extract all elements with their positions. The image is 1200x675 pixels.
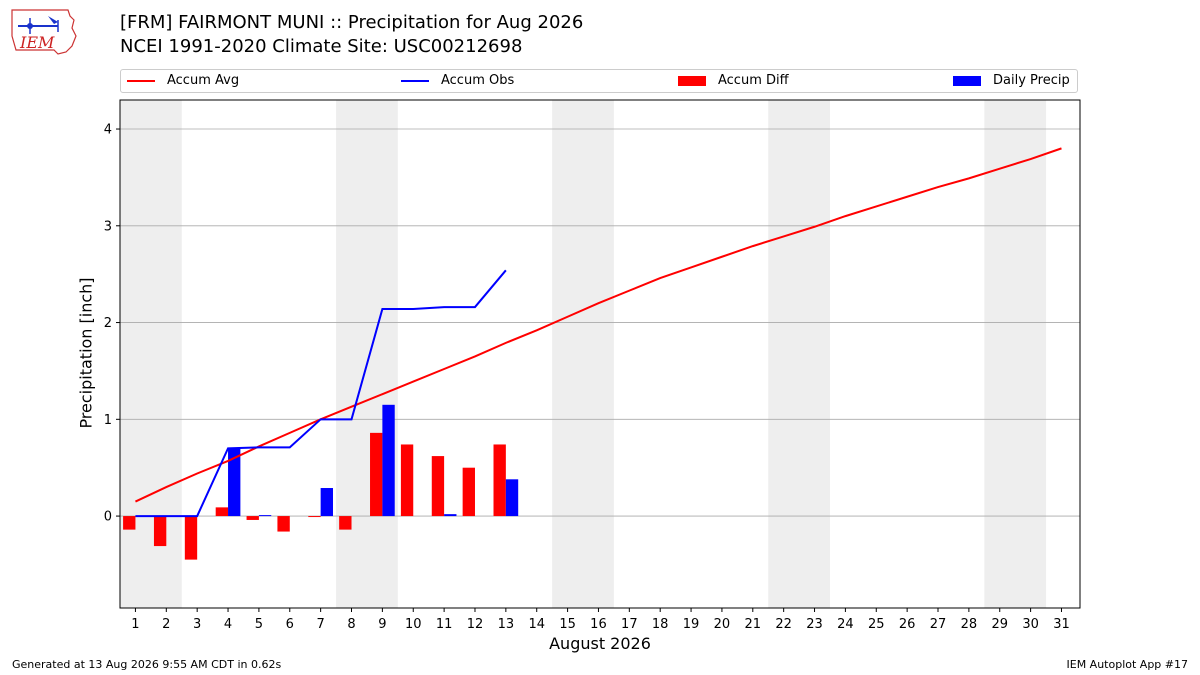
legend-swatch-accum-diff (678, 75, 706, 86)
x-tick-label: 18 (652, 617, 669, 632)
accum-obs-line (135, 269, 507, 518)
legend-item-accum-diff: Accum Diff (678, 73, 789, 88)
accum-diff-bar (184, 516, 198, 560)
x-tick-label: 6 (286, 617, 294, 632)
legend-swatch-accum-avg (127, 79, 155, 82)
footer-generated-text: Generated at 13 Aug 2026 9:55 AM CDT in … (12, 658, 282, 671)
legend-label-accum-obs: Accum Obs (441, 73, 515, 88)
x-tick-label: 30 (1022, 617, 1039, 632)
x-tick-label: 5 (255, 617, 263, 632)
legend-swatch-accum-obs (401, 79, 429, 82)
y-tick-label: 3 (104, 219, 112, 234)
legend-item-accum-avg: Accum Avg (127, 73, 239, 88)
x-tick-label: 20 (714, 617, 731, 632)
x-tick-label: 12 (467, 617, 484, 632)
x-tick-label: 27 (930, 617, 947, 632)
legend-label-accum-avg: Accum Avg (167, 73, 240, 88)
accum-diff-bar (339, 516, 352, 530)
x-tick-label: 9 (378, 617, 386, 632)
accum-diff-bar (462, 467, 475, 517)
x-tick-label: 3 (193, 617, 201, 632)
y-tick-label: 4 (104, 123, 112, 138)
daily-precip-bar (444, 514, 457, 517)
y-tick-label: 0 (104, 510, 112, 525)
logo-text: IEM (19, 33, 55, 52)
accum-diff-bar (123, 516, 136, 530)
daily-precip-bar (505, 479, 519, 517)
x-tick-label: 23 (806, 617, 823, 632)
accum-diff-bar (277, 516, 290, 532)
x-tick-label: 28 (961, 617, 978, 632)
daily-precip-bar (382, 404, 395, 517)
x-tick-label: 4 (224, 617, 232, 632)
x-tick-label: 29 (991, 617, 1008, 632)
accum-diff-bar (400, 444, 414, 517)
legend-item-accum-obs: Accum Obs (401, 73, 514, 88)
legend-swatch-daily-precip (953, 75, 981, 86)
chart-title: [FRM] FAIRMONT MUNI :: Precipitation for… (120, 12, 584, 33)
legend-label-accum-diff: Accum Diff (718, 73, 789, 88)
accum-diff-bar (153, 516, 167, 547)
x-tick-label: 22 (775, 617, 792, 632)
x-axis-label: August 2026 (549, 634, 651, 653)
iem-logo: IEM (8, 6, 80, 58)
x-tick-label: 14 (528, 617, 545, 632)
daily-precip-bar (258, 515, 272, 517)
plot-frame (119, 99, 1081, 609)
x-tick-label: 2 (162, 617, 170, 632)
legend-item-daily-precip: Daily Precip (953, 73, 1070, 88)
accum-diff-bar (215, 507, 229, 517)
y-tick-label: 2 (104, 316, 112, 331)
y-tick-label: 1 (104, 413, 112, 428)
x-tick-label: 11 (436, 617, 453, 632)
x-tick-label: 21 (745, 617, 762, 632)
accum-diff-bar (308, 516, 321, 518)
x-tick-label: 16 (590, 617, 607, 632)
accum-diff-bar (493, 444, 506, 517)
x-tick-label: 10 (405, 617, 422, 632)
x-tick-label: 7 (317, 617, 325, 632)
accum-diff-bar (431, 456, 445, 517)
x-tick-label: 1 (131, 617, 139, 632)
weekend-band (768, 100, 830, 608)
footer-app-text: IEM Autoplot App #17 (1066, 658, 1189, 671)
accum-diff-bar (370, 432, 383, 517)
x-tick-label: 26 (899, 617, 916, 632)
x-tick-label: 8 (347, 617, 355, 632)
x-tick-label: 24 (837, 617, 854, 632)
x-tick-label: 17 (621, 617, 638, 632)
legend-label-daily-precip: Daily Precip (993, 73, 1070, 88)
y-axis-label: Precipitation [inch] (76, 277, 96, 429)
accum-avg-line (135, 147, 1062, 503)
x-tick-label: 25 (868, 617, 885, 632)
weekend-band (984, 100, 1047, 608)
weekend-band (552, 100, 614, 608)
x-tick-label: 19 (683, 617, 700, 632)
accum-diff-bar (246, 516, 259, 520)
x-tick-label: 13 (498, 617, 515, 632)
x-tick-label: 15 (559, 617, 576, 632)
legend: Accum Avg Accum Obs Accum Diff Daily Pre… (120, 69, 1078, 93)
x-tick-label: 31 (1053, 617, 1070, 632)
weekend-band (120, 100, 182, 608)
chart-subtitle: NCEI 1991-2020 Climate Site: USC00212698 (120, 36, 523, 57)
daily-precip-bar (228, 448, 241, 517)
daily-precip-bar (320, 488, 333, 517)
weekend-band (336, 100, 398, 608)
